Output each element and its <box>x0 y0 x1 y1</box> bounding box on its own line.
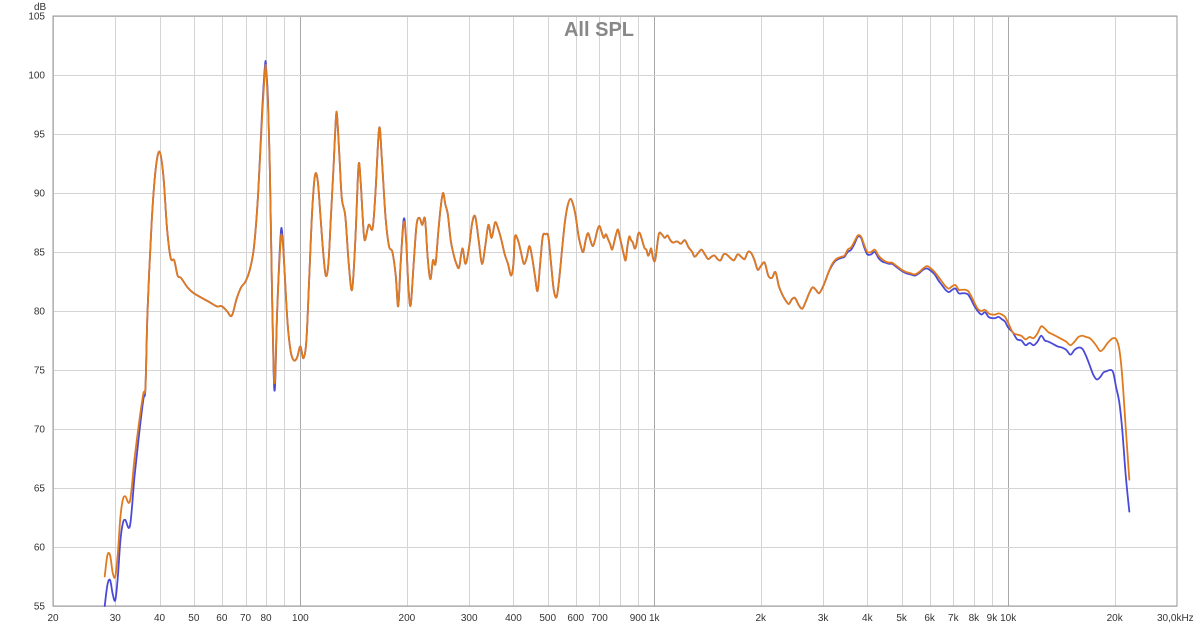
series-layer <box>103 59 1131 607</box>
series-line-2 <box>103 64 1131 579</box>
x-tick-label: 10k <box>1000 613 1017 624</box>
x-tick-label: 400 <box>505 613 522 624</box>
y-tick-label: 85 <box>34 248 46 259</box>
y-tick-label: 60 <box>34 543 46 554</box>
y-tick-label: 65 <box>34 484 46 495</box>
y-tick-label: 55 <box>34 602 46 613</box>
x-tick-label: 7k <box>948 613 960 624</box>
y-tick-label: 90 <box>34 189 46 200</box>
y-tick-label: 105 <box>28 12 45 23</box>
x-tick-label: 700 <box>591 613 608 624</box>
x-tick-label: 900 <box>630 613 647 624</box>
x-tick-label: 70 <box>240 613 252 624</box>
x-tick-label: 30 <box>110 613 122 624</box>
y-tick-label: 80 <box>34 307 46 318</box>
x-tick-label: 40 <box>154 613 166 624</box>
chart-title: All SPL <box>564 19 634 41</box>
x-tick-label: 6k <box>924 613 936 624</box>
x-tick-label: 300 <box>461 613 478 624</box>
x-tick-label: 20k <box>1107 613 1124 624</box>
y-tick-label: 70 <box>34 425 46 436</box>
x-tick-label: 8k <box>969 613 981 624</box>
y-axis-tick-labels: 55 60 65 70 75 80 85 90 95 100 105 <box>28 12 45 613</box>
x-tick-label: 500 <box>539 613 556 624</box>
plot-frame <box>52 15 1178 607</box>
x-tick-label: 1k <box>649 613 661 624</box>
x-tick-label: 5k <box>896 613 908 624</box>
x-tick-label: 9k <box>987 613 999 624</box>
x-tick-label: 80 <box>261 613 273 624</box>
y-tick-label: 100 <box>28 71 45 82</box>
x-unit-label: 30,0kHz <box>1157 613 1194 624</box>
x-tick-label: 200 <box>399 613 416 624</box>
y-tick-label: 95 <box>34 130 46 141</box>
y-tick-label: 75 <box>34 366 46 377</box>
x-tick-label: 60 <box>216 613 228 624</box>
x-tick-label: 600 <box>567 613 584 624</box>
x-tick-label: 4k <box>862 613 874 624</box>
x-tick-label: 2k <box>756 613 768 624</box>
x-tick-label: 100 <box>292 613 309 624</box>
x-axis-tick-labels: 20 30 40 50 60 70 80 100 200 300 400 500 600 700 900 1k… <box>47 613 1123 624</box>
y-unit-label: dB <box>34 2 47 13</box>
x-tick-label: 50 <box>188 613 200 624</box>
x-tick-label: 20 <box>47 613 59 624</box>
x-tick-label: 3k <box>818 613 830 624</box>
